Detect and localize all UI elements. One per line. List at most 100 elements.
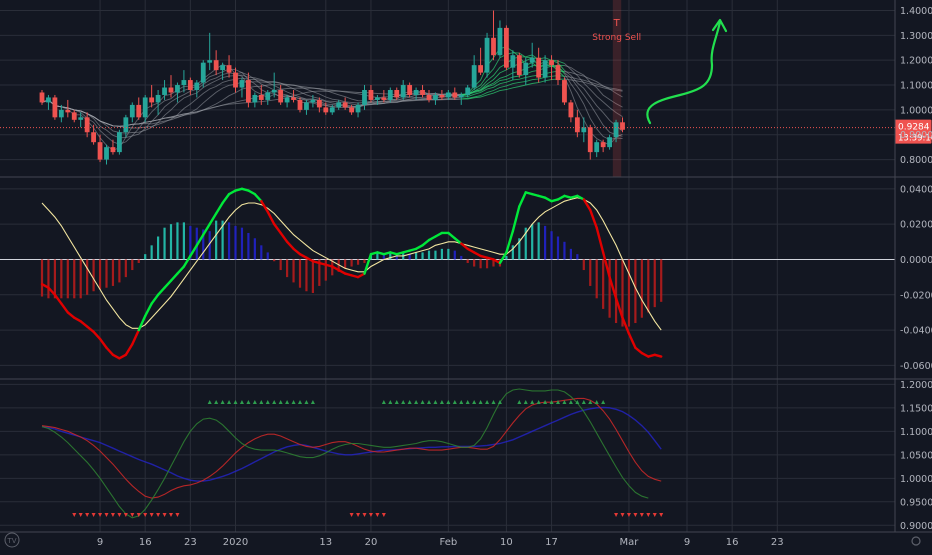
candle[interactable] <box>362 85 367 110</box>
candle[interactable] <box>355 102 361 118</box>
drawn-arrow[interactable] <box>646 20 722 125</box>
candle[interactable] <box>497 20 503 58</box>
macd-line-segment <box>285 240 295 251</box>
candle[interactable] <box>542 55 548 83</box>
candle[interactable] <box>129 102 135 123</box>
candle[interactable] <box>574 109 580 138</box>
candle[interactable] <box>452 87 458 100</box>
buy-signal-triangle <box>310 400 315 404</box>
candle[interactable] <box>258 85 264 105</box>
candle[interactable] <box>84 112 90 138</box>
candle[interactable] <box>123 114 129 138</box>
candle[interactable] <box>58 104 64 123</box>
candle[interactable] <box>400 80 406 100</box>
candle[interactable] <box>549 55 554 81</box>
candle[interactable] <box>110 139 116 155</box>
indicator-panel[interactable] <box>41 388 664 519</box>
candle[interactable] <box>316 97 322 113</box>
candle[interactable] <box>349 104 354 115</box>
candle[interactable] <box>310 94 316 108</box>
candle[interactable] <box>175 82 180 103</box>
candle[interactable] <box>329 104 335 115</box>
tradingview-logo-icon[interactable] <box>4 532 20 548</box>
candle[interactable] <box>291 90 296 103</box>
candle[interactable] <box>213 50 219 76</box>
candle[interactable] <box>220 62 225 81</box>
candle[interactable] <box>523 57 529 86</box>
candle[interactable] <box>491 10 496 61</box>
candle[interactable] <box>387 87 393 103</box>
candle[interactable] <box>394 87 400 100</box>
candle[interactable] <box>426 90 432 103</box>
candle[interactable] <box>613 119 619 143</box>
candle[interactable] <box>284 94 290 108</box>
candle[interactable] <box>226 55 232 78</box>
candle[interactable] <box>581 117 587 143</box>
candle[interactable] <box>458 92 464 105</box>
candle[interactable] <box>207 32 213 71</box>
candle[interactable] <box>246 72 251 108</box>
candle[interactable] <box>323 102 329 115</box>
candle[interactable] <box>239 77 245 98</box>
candle[interactable] <box>162 80 167 100</box>
candle[interactable] <box>65 99 71 118</box>
candle[interactable] <box>265 90 271 105</box>
candle[interactable] <box>439 90 445 100</box>
candle[interactable] <box>375 94 380 105</box>
candle[interactable] <box>510 50 516 81</box>
candle[interactable] <box>516 52 522 78</box>
candle[interactable] <box>39 90 45 105</box>
candle[interactable] <box>594 139 600 158</box>
candle[interactable] <box>555 60 561 86</box>
candle[interactable] <box>607 134 612 150</box>
candle[interactable] <box>181 70 187 93</box>
candle[interactable] <box>187 77 193 95</box>
candle[interactable] <box>149 85 155 108</box>
candle[interactable] <box>465 85 471 98</box>
macd-panel[interactable] <box>0 187 895 360</box>
candle[interactable] <box>194 80 200 98</box>
candle[interactable] <box>504 25 509 71</box>
candle[interactable] <box>433 92 438 105</box>
candle[interactable] <box>104 144 109 165</box>
candle[interactable] <box>233 67 238 93</box>
candle[interactable] <box>445 90 451 100</box>
candle[interactable] <box>252 92 258 108</box>
candle[interactable] <box>420 85 425 98</box>
candle[interactable] <box>336 99 342 110</box>
candle[interactable] <box>407 82 413 98</box>
candle[interactable] <box>278 85 284 105</box>
candle[interactable] <box>478 47 483 76</box>
candle[interactable] <box>536 47 542 83</box>
candle[interactable] <box>529 42 535 68</box>
candle[interactable] <box>117 129 122 155</box>
candle[interactable] <box>562 77 567 105</box>
settings-icon[interactable] <box>911 536 921 546</box>
candle[interactable] <box>155 90 161 115</box>
candle[interactable] <box>97 134 103 163</box>
candle[interactable] <box>200 60 206 88</box>
candle[interactable] <box>71 109 77 123</box>
candle[interactable] <box>304 99 309 115</box>
candle[interactable] <box>46 94 51 110</box>
candle[interactable] <box>142 94 148 123</box>
candle[interactable] <box>568 99 574 123</box>
candle[interactable] <box>471 55 477 90</box>
candle[interactable] <box>484 32 490 78</box>
candle[interactable] <box>368 85 374 103</box>
candle[interactable] <box>587 124 593 160</box>
candle[interactable] <box>600 139 606 153</box>
candle[interactable] <box>78 112 84 128</box>
candle[interactable] <box>136 97 142 120</box>
candle[interactable] <box>297 97 303 113</box>
candle[interactable] <box>381 90 387 103</box>
candle[interactable] <box>342 97 348 110</box>
candle[interactable] <box>52 94 58 120</box>
candle[interactable] <box>271 72 277 98</box>
candle[interactable] <box>413 87 419 100</box>
candle[interactable] <box>168 75 174 98</box>
candle[interactable] <box>620 117 625 133</box>
